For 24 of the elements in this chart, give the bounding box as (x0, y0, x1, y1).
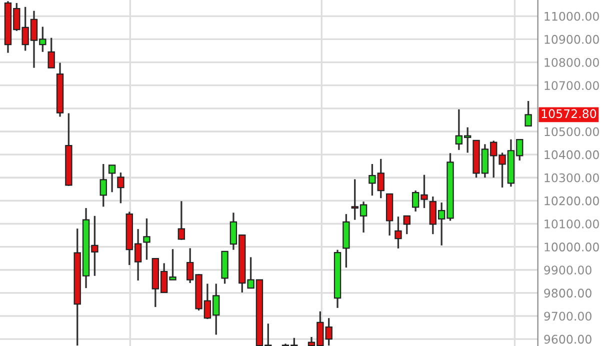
y-tick-label: 9700.00 (544, 312, 592, 321)
y-tick-label: 9800.00 (544, 288, 592, 298)
y-tick-label: 10000.00 (544, 242, 599, 252)
y-tick-label: 10700.00 (544, 81, 599, 90)
candlestick (394, 216, 402, 250)
y-tick-label: 10800.00 (544, 58, 599, 67)
candlestick (403, 215, 410, 235)
candlestick (178, 200, 186, 241)
candlestick (100, 163, 107, 208)
candlestick (108, 164, 116, 193)
candlestick (143, 218, 150, 261)
y-tick-label: 10400.00 (544, 150, 599, 160)
y-tick-label: 9900.00 (544, 266, 592, 275)
candlestick (117, 172, 124, 204)
text: 10572.80 (542, 109, 596, 118)
candlestick (48, 36, 55, 69)
y-tick-label: 11000.00 (544, 12, 599, 21)
y-tick-label: 10300.00 (544, 173, 599, 182)
y-tick-label: 10200.00 (544, 196, 599, 206)
y-tick-label: 10900.00 (544, 34, 599, 44)
y-tick-label: 10100.00 (544, 219, 599, 228)
y-tick-label: 10500.00 (544, 127, 599, 136)
y-tick-label: 9600.00 (544, 334, 592, 344)
candlestick (524, 100, 532, 127)
